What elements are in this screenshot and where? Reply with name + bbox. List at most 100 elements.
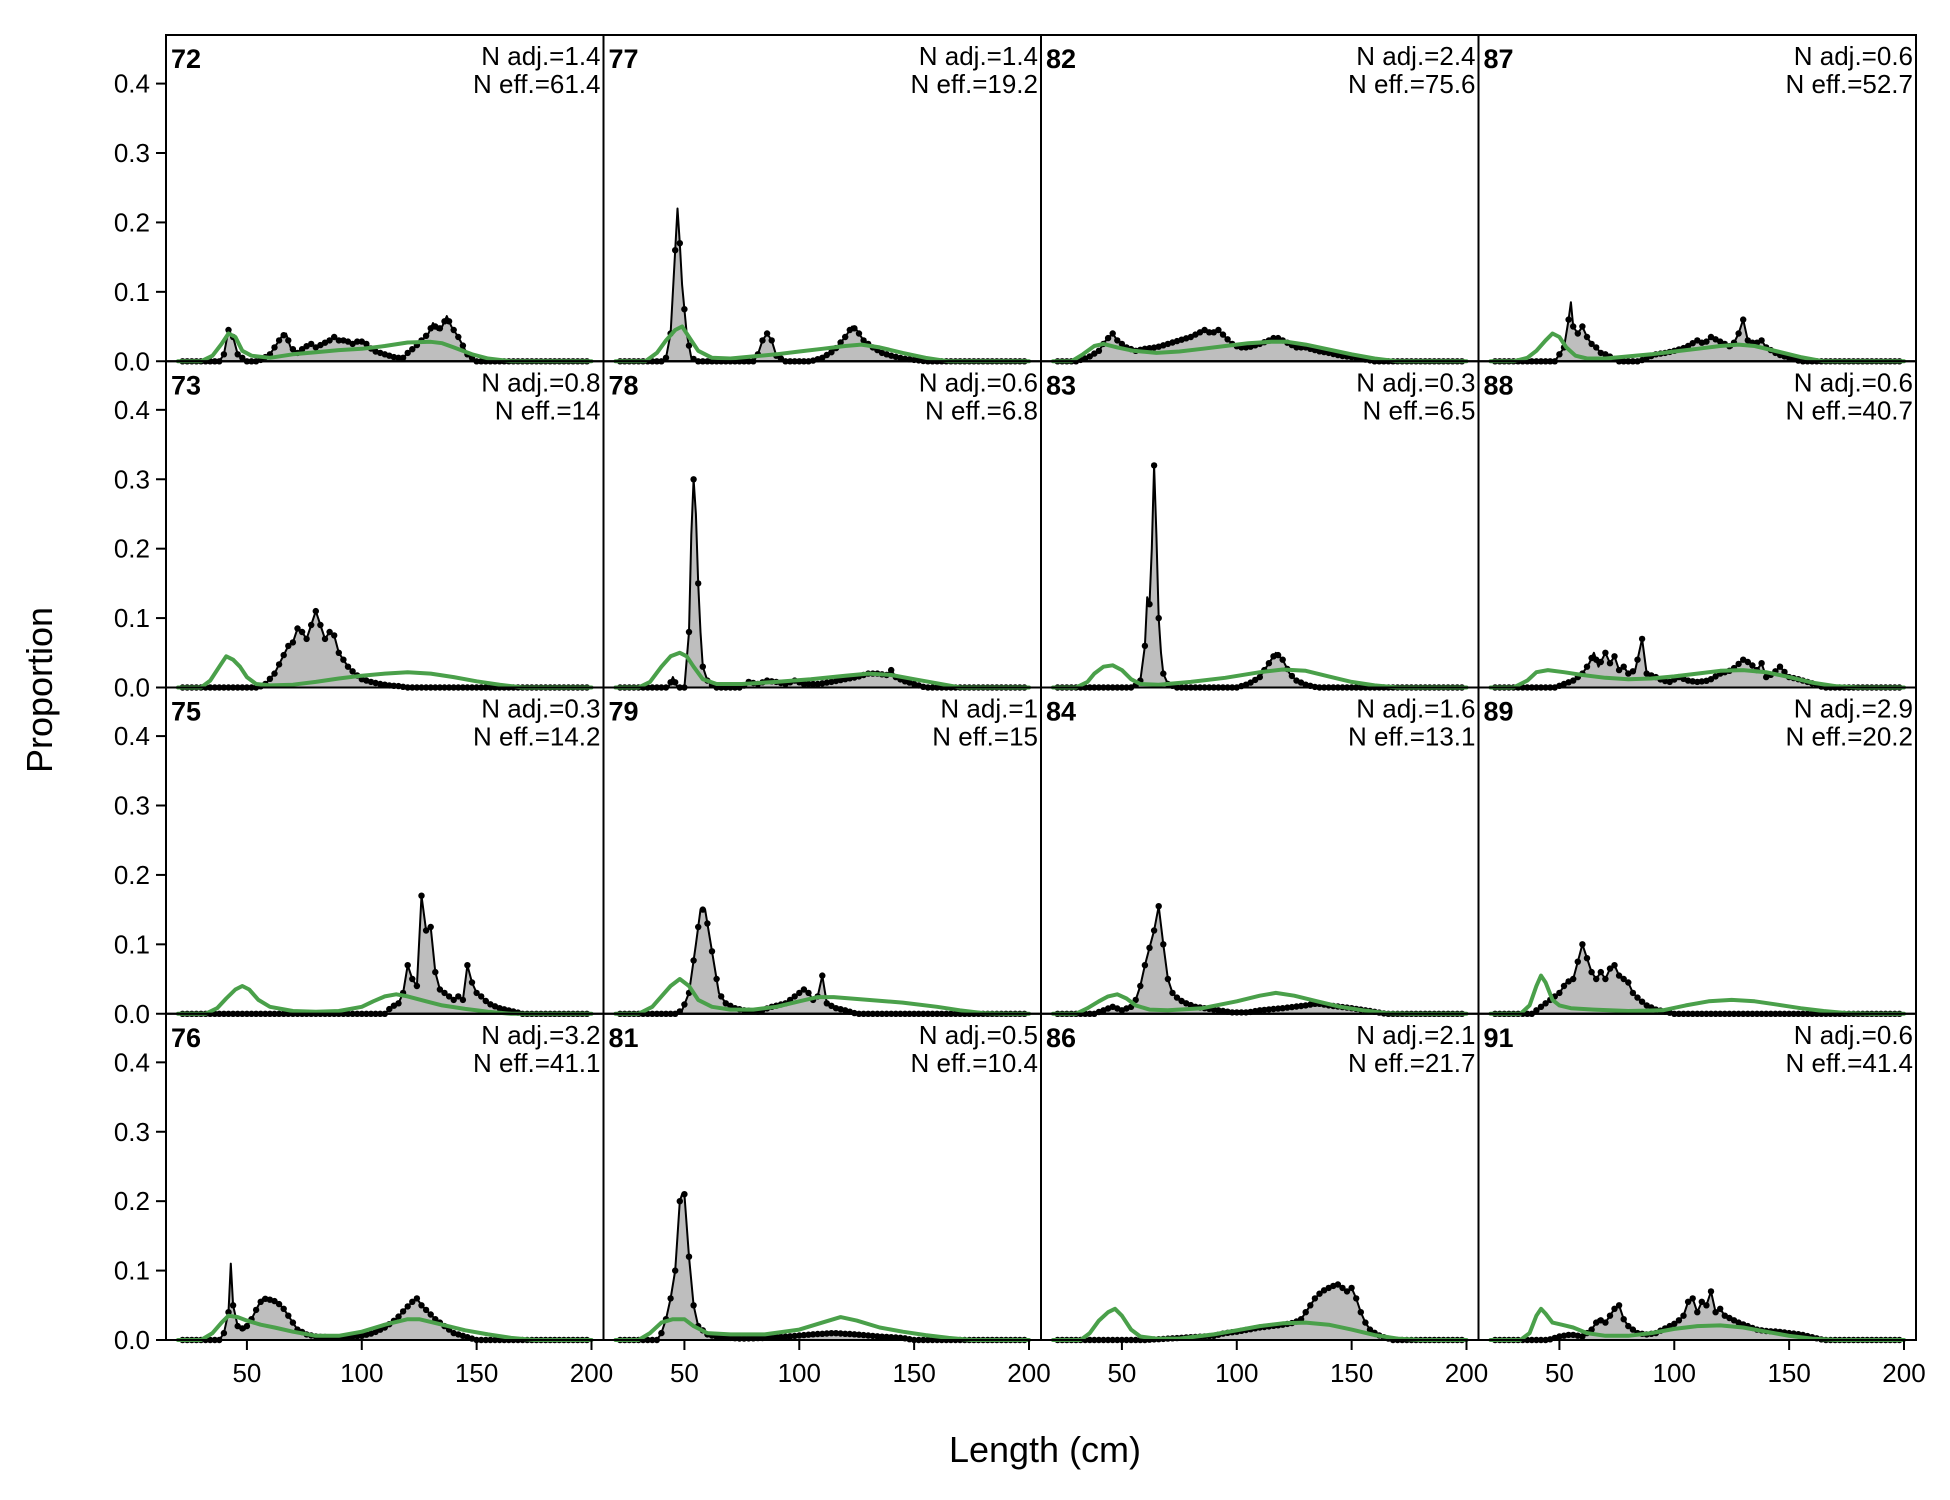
observed-point [814, 1330, 821, 1338]
n-eff-label: N eff.=13.1 [1348, 722, 1475, 752]
observed-point [266, 675, 274, 682]
observed-point [335, 649, 342, 656]
observed-point [445, 993, 453, 1000]
observed-point [225, 1309, 232, 1316]
n-adj-label: N adj.=2.9 [1794, 694, 1913, 724]
observed-point [1279, 656, 1286, 663]
expected-line [1051, 1306, 1469, 1342]
observed-point [685, 1253, 693, 1260]
observed-point [422, 927, 430, 934]
observed-point [681, 306, 688, 313]
y-tick-label: 0.3 [114, 791, 150, 821]
observed-point [1758, 660, 1765, 667]
observed-point [395, 354, 402, 361]
observed-point [1776, 663, 1784, 670]
observed-point [1629, 1326, 1637, 1333]
observed-point [1339, 1284, 1346, 1292]
observed-point [1781, 668, 1788, 676]
observed-point [1311, 1295, 1319, 1302]
observed-point [662, 354, 670, 361]
observed-point [413, 982, 421, 990]
n-adj-label: N adj.=1.6 [1356, 694, 1475, 724]
n-adj-label: N adj.=0.5 [919, 1020, 1038, 1050]
observed-point [1570, 323, 1577, 330]
observed-point [878, 1333, 886, 1340]
observed-point [312, 607, 319, 615]
observed-point [809, 1331, 817, 1338]
panel-label: 77 [609, 44, 639, 74]
n-eff-label: N eff.=14 [495, 395, 601, 425]
observed-point [317, 621, 324, 629]
x-tick-label: 100 [1215, 1358, 1258, 1388]
x-tick-label: 150 [1330, 1358, 1373, 1388]
observed-point [455, 993, 462, 1000]
observed-point [225, 326, 232, 334]
panel-label: 76 [171, 1023, 201, 1053]
observed-point [404, 349, 411, 357]
observed-point [1689, 340, 1696, 347]
observed-point [289, 1319, 297, 1326]
observed-point [1606, 965, 1614, 972]
observed-point [1583, 663, 1591, 670]
n-eff-label: N eff.=41.4 [1786, 1048, 1913, 1078]
y-tick-label: 0.0 [114, 1325, 150, 1355]
n-eff-label: N eff.=14.2 [473, 722, 600, 752]
observed-point [441, 989, 448, 997]
observed-point [800, 1331, 808, 1339]
observed-point [842, 333, 849, 341]
x-axis-title: Length (cm) [949, 1429, 1141, 1470]
expected-line [176, 654, 594, 690]
expected-line [176, 331, 594, 364]
observed-point [1302, 1309, 1309, 1316]
observed-point [1638, 998, 1646, 1005]
expected-line [613, 1315, 1031, 1342]
observed-point [436, 986, 444, 993]
n-adj-label: N adj.=1.4 [919, 41, 1038, 71]
y-tick-label: 0.0 [114, 346, 150, 376]
expected-line [1488, 1306, 1906, 1342]
observed-point [837, 1330, 844, 1337]
observed-point [275, 337, 283, 344]
observed-point [672, 679, 679, 686]
observed-point [1160, 670, 1167, 677]
panel-label: 91 [1484, 1023, 1514, 1053]
observed-point [1735, 330, 1742, 337]
observed-point [832, 1330, 840, 1337]
x-tick-label: 200 [1007, 1358, 1050, 1388]
observed-point [1638, 635, 1646, 643]
observed-point [1689, 1295, 1696, 1302]
observed-point [708, 948, 716, 955]
observed-point [865, 1332, 872, 1339]
observed-point [1334, 1281, 1342, 1288]
observed-point [1252, 676, 1259, 684]
n-eff-label: N eff.=75.6 [1348, 69, 1475, 99]
observed-point [672, 1267, 679, 1274]
panel-label: 87 [1484, 44, 1514, 74]
observed-point [1579, 941, 1586, 948]
observed-point [809, 680, 817, 688]
x-tick-label: 150 [455, 1358, 498, 1388]
observed-point [786, 1333, 794, 1340]
observed-point [1141, 642, 1149, 650]
observed-point [1316, 1290, 1323, 1297]
observed-point [1593, 975, 1600, 983]
n-adj-label: N adj.=0.3 [1356, 367, 1475, 397]
observed-point [331, 333, 338, 341]
observed-point [1542, 1000, 1549, 1007]
observed-point [1155, 614, 1162, 622]
observed-point [1265, 1006, 1273, 1013]
observed-point [1675, 1317, 1683, 1324]
expected-line [1051, 663, 1469, 690]
observed-point [1583, 955, 1591, 962]
observed-point [805, 989, 812, 997]
panel-81: 81 N adj.=0.5N eff.=10.4 [602, 1012, 1042, 1344]
observed-point [404, 1303, 411, 1310]
observed-point [796, 989, 803, 997]
observed-point [482, 997, 489, 1005]
observed-point [478, 993, 485, 1000]
observed-point [1533, 1007, 1540, 1014]
observed-point [1164, 975, 1172, 983]
observed-point [1744, 658, 1752, 666]
observed-point [220, 1329, 228, 1337]
panel-label: 79 [609, 697, 639, 727]
